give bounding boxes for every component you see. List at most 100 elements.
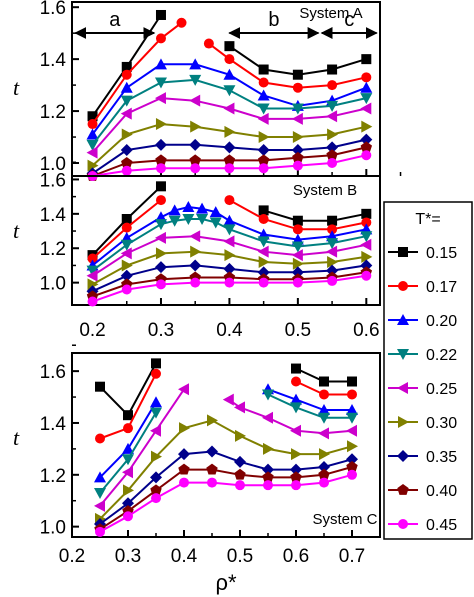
series-0.17	[95, 368, 357, 444]
series-line	[267, 393, 352, 419]
data-point	[189, 138, 202, 151]
data-point	[190, 120, 202, 133]
series-0.35	[86, 133, 373, 180]
data-point	[318, 468, 330, 480]
data-point	[122, 497, 134, 510]
legend-entry-0.15: 0.15	[388, 245, 457, 262]
data-point	[155, 163, 166, 174]
legend-entry-0.35: 0.35	[388, 449, 457, 466]
x-axis-label: ρ*	[215, 570, 237, 595]
data-point	[257, 89, 270, 101]
data-point	[257, 154, 270, 166]
data-point	[257, 144, 270, 157]
data-point	[155, 154, 167, 166]
data-point	[190, 245, 202, 258]
panel-label: System B	[293, 182, 357, 199]
data-point	[120, 239, 133, 251]
region-label: b	[268, 9, 279, 31]
series-line	[91, 218, 367, 272]
data-point	[154, 219, 167, 231]
data-point	[257, 236, 270, 248]
data-point	[327, 80, 338, 91]
data-point	[207, 477, 217, 488]
data-point	[257, 266, 270, 279]
data-point	[123, 423, 133, 434]
legend-entry-0.25: 0.25	[388, 381, 457, 398]
data-point	[291, 103, 304, 115]
data-point	[123, 484, 134, 497]
series-0.15	[87, 9, 372, 122]
series-line	[91, 205, 367, 267]
panels-layer: 1.0 1.2 1.4 1.6 t System A a b c 1.0 1.2 1.4 1.6 0.2 0…	[13, 0, 402, 595]
data-point	[347, 440, 358, 453]
data-point	[290, 463, 302, 476]
data-point	[206, 445, 218, 458]
data-point	[155, 247, 167, 260]
series-line	[267, 388, 352, 411]
legend-label: 0.30	[426, 415, 457, 432]
data-point	[87, 278, 99, 291]
legend-marker	[398, 416, 409, 428]
panel-3: 1.0 1.2 1.4 1.6 0.2 0.3 0.4 0.5 0.6 0.7 t System C	[13, 344, 381, 567]
legend-marker	[397, 314, 409, 325]
data-point	[223, 154, 236, 166]
data-point	[326, 149, 338, 161]
x-tick-label: 0.4	[171, 546, 198, 567]
data-point	[360, 238, 372, 251]
data-point	[361, 250, 373, 263]
data-point	[346, 461, 358, 472]
panel-frame	[71, 175, 381, 306]
data-point	[327, 64, 338, 75]
series-0.30	[95, 414, 358, 525]
data-point	[121, 165, 132, 176]
data-point	[258, 205, 269, 216]
data-point	[150, 471, 162, 484]
data-point	[326, 245, 338, 258]
x-tick-label: 0.3	[148, 320, 174, 341]
data-point	[234, 401, 245, 414]
data-point	[257, 103, 270, 115]
data-point	[203, 38, 214, 49]
x-tick-label: 0.6	[353, 320, 379, 341]
data-point	[223, 141, 236, 154]
data-point	[291, 376, 301, 387]
data-point	[224, 163, 235, 174]
data-point	[291, 448, 302, 461]
data-point	[361, 217, 372, 228]
y-tick-label: 1.4	[40, 414, 67, 435]
data-point	[222, 393, 234, 406]
data-point	[258, 277, 269, 288]
data-point	[155, 195, 166, 206]
data-point	[234, 455, 246, 468]
data-point	[150, 424, 161, 437]
data-point	[168, 215, 181, 227]
data-point	[257, 245, 269, 258]
y-tick-label: 1.6	[40, 0, 66, 19]
series-0.45	[87, 150, 372, 181]
panel-1: 1.0 1.2 1.4 1.6 t System A a b c	[13, 0, 402, 181]
data-point	[121, 128, 133, 141]
data-point	[154, 58, 167, 70]
series-0.30	[87, 118, 373, 172]
series-0.17	[87, 17, 372, 130]
data-point	[154, 261, 167, 274]
data-point	[327, 275, 338, 286]
data-point	[346, 424, 357, 437]
legend-label: 0.22	[426, 347, 457, 364]
series-line	[263, 209, 367, 222]
data-point	[86, 269, 98, 282]
data-point	[190, 277, 201, 288]
legend-entry-0.30: 0.30	[388, 415, 457, 432]
legend-label: 0.45	[426, 517, 457, 534]
x-tick-label: 0.5	[227, 546, 253, 567]
data-point	[291, 249, 303, 262]
series-line	[99, 388, 185, 507]
data-point	[123, 410, 133, 421]
data-point	[319, 477, 329, 488]
data-point	[154, 92, 166, 105]
data-point	[154, 231, 166, 244]
series-line	[99, 450, 353, 525]
legend-marker	[398, 247, 408, 257]
series-0.22	[94, 389, 358, 499]
data-point	[190, 163, 201, 174]
